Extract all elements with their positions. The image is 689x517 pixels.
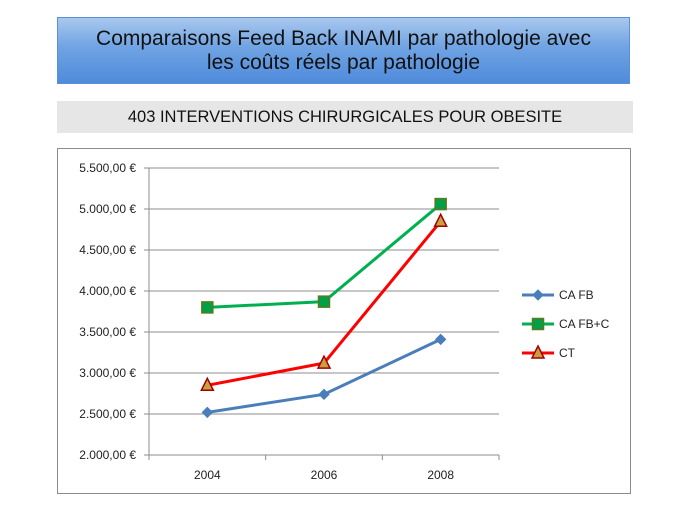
x-tick-label: 2008 — [427, 468, 454, 482]
legend-label-ct: CT — [559, 346, 576, 360]
legend-marker-ca-fb-c — [531, 317, 545, 331]
y-tick-label: 5.000,00 € — [79, 202, 136, 216]
slide-title-line-2: les coûts réels par pathologie — [206, 50, 481, 74]
data-point-ct — [200, 376, 215, 392]
y-tick-label: 4.500,00 € — [79, 243, 136, 257]
x-tick-label: 2006 — [311, 468, 338, 482]
data-point-ca-fb — [318, 388, 330, 401]
data-point-ca-fb-c — [434, 197, 447, 211]
y-tick-label: 3.000,00 € — [79, 366, 136, 380]
data-point-ca-fb-c — [317, 295, 331, 308]
slide-title-line-1: Comparaisons Feed Back INAMI par patholo… — [96, 26, 591, 50]
data-point-ct — [433, 212, 448, 228]
y-tick-label: 3.500,00 € — [79, 325, 136, 339]
y-tick-label: 2.500,00 € — [79, 407, 136, 421]
series-line-ca-fb-c — [207, 202, 442, 309]
legend-marker-ca-fb — [532, 289, 544, 301]
y-tick-label: 5.500,00 € — [79, 161, 136, 175]
data-point-ct — [316, 354, 332, 369]
data-point-ca-fb-c — [201, 301, 214, 314]
legend-label-ca-fb: CA FB — [559, 288, 594, 302]
series-line-ca-fb — [207, 338, 442, 414]
slide-subtitle: 403 INTERVENTIONS CHIRURGICALES POUR OBE… — [57, 101, 633, 133]
y-tick-label: 4.000,00 € — [79, 284, 136, 298]
data-point-ca-fb — [434, 333, 447, 346]
legend-marker-ct — [530, 344, 546, 359]
legend-label-ca-fb-c: CA FB+C — [559, 317, 610, 331]
x-tick-label: 2004 — [194, 468, 221, 482]
y-tick-label: 2.000,00 € — [79, 448, 136, 462]
slide-title-banner: Comparaisons Feed Back INAMI par patholo… — [57, 17, 630, 84]
data-point-ca-fb — [201, 406, 214, 419]
